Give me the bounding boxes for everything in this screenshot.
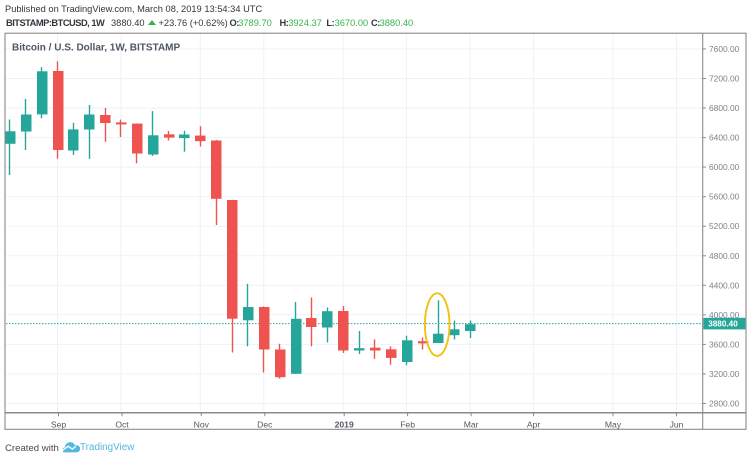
svg-text:7600.00: 7600.00 [709, 44, 740, 54]
svg-text:Dec: Dec [257, 419, 273, 429]
svg-text:4000.00: 4000.00 [709, 310, 740, 320]
svg-text:3600.00: 3600.00 [709, 339, 740, 349]
svg-text:Nov: Nov [194, 419, 210, 429]
svg-text:Mar: Mar [464, 419, 479, 429]
svg-text:2019: 2019 [335, 419, 354, 429]
svg-text:Jun: Jun [670, 419, 684, 429]
svg-text:4400.00: 4400.00 [709, 280, 740, 290]
svg-text:5600.00: 5600.00 [709, 192, 740, 202]
svg-text:6800.00: 6800.00 [709, 103, 740, 113]
svg-text:Apr: Apr [527, 419, 541, 429]
svg-text:2800.00: 2800.00 [709, 399, 740, 409]
svg-text:6400.00: 6400.00 [709, 133, 740, 143]
svg-text:Oct: Oct [115, 419, 129, 429]
svg-text:5200.00: 5200.00 [709, 221, 740, 231]
svg-text:Feb: Feb [400, 419, 415, 429]
svg-text:4800.00: 4800.00 [709, 251, 740, 261]
svg-text:3880.40: 3880.40 [708, 320, 738, 329]
svg-text:6000.00: 6000.00 [709, 162, 740, 172]
svg-text:Bitcoin / U.S. Dollar, 1W, BIT: Bitcoin / U.S. Dollar, 1W, BITSTAMP [12, 43, 180, 54]
svg-text:Sep: Sep [51, 419, 67, 429]
svg-text:3200.00: 3200.00 [709, 369, 740, 379]
svg-text:7200.00: 7200.00 [709, 74, 740, 84]
svg-text:May: May [605, 419, 622, 429]
